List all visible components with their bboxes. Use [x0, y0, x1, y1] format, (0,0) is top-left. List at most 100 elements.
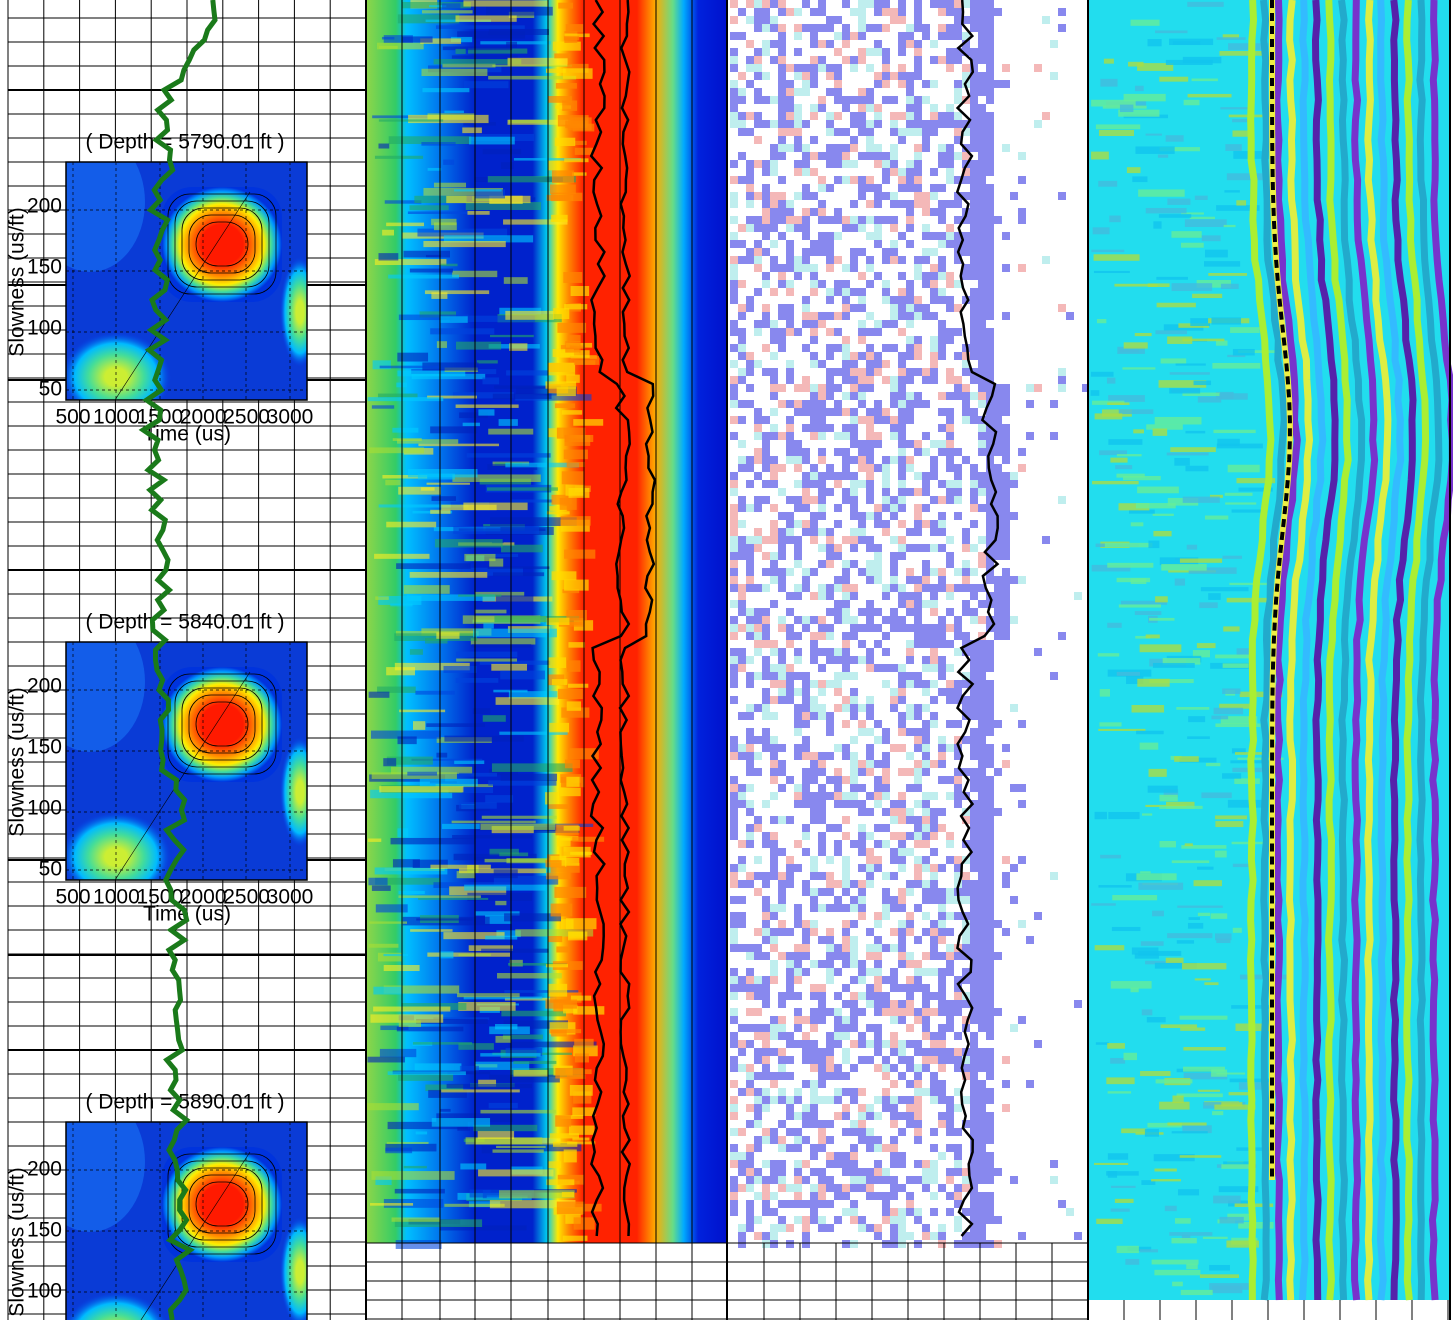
- image-texture: [1100, 854, 1122, 859]
- image-cell: [738, 152, 746, 160]
- image-cell: [1018, 216, 1026, 224]
- image-cell: [810, 1096, 818, 1104]
- image-texture: [1116, 1245, 1139, 1254]
- image-cell: [810, 696, 818, 704]
- image-texture: [1118, 109, 1160, 117]
- image-texture: [497, 973, 562, 979]
- image-texture: [1217, 438, 1240, 447]
- image-cell: [810, 264, 818, 272]
- image-cell: [858, 296, 866, 304]
- image-cell: [970, 192, 978, 200]
- image-cell: [786, 376, 794, 384]
- image-texture: [462, 422, 480, 427]
- image-cell: [906, 24, 914, 32]
- image-cell: [746, 168, 754, 176]
- image-cell: [858, 248, 866, 256]
- image-cell: [786, 592, 794, 600]
- image-cell: [778, 192, 786, 200]
- image-cell: [906, 648, 914, 656]
- image-cell: [866, 256, 874, 264]
- image-cell: [970, 72, 978, 80]
- image-cell: [834, 16, 842, 24]
- image-cell: [786, 624, 794, 632]
- image-cell: [986, 944, 994, 952]
- image-cell: [786, 312, 794, 320]
- image-cell: [914, 200, 922, 208]
- image-cell: [978, 480, 986, 488]
- image-cell: [754, 672, 762, 680]
- image-texture: [1185, 430, 1206, 434]
- image-texture: [1230, 327, 1260, 333]
- image-cell: [954, 1152, 962, 1160]
- image-cell: [906, 656, 914, 664]
- image-cell: [826, 880, 834, 888]
- image-cell: [922, 808, 930, 816]
- image-cell: [930, 632, 938, 640]
- image-cell: [938, 920, 946, 928]
- image-cell: [778, 272, 786, 280]
- image-cell: [794, 256, 802, 264]
- image-cell: [794, 104, 802, 112]
- image-texture: [1171, 231, 1202, 238]
- image-cell: [754, 240, 762, 248]
- image-cell: [922, 568, 930, 576]
- image-cell: [738, 1024, 746, 1032]
- image-cell: [778, 264, 786, 272]
- image-texture: [548, 96, 572, 103]
- image-cell: [914, 1136, 922, 1144]
- image-cell: [962, 1016, 970, 1024]
- image-cell: [882, 840, 890, 848]
- image-cell: [874, 608, 882, 616]
- image-cell: [970, 808, 978, 816]
- image-cell: [818, 712, 826, 720]
- image-cell: [914, 336, 922, 344]
- image-cell: [770, 1048, 778, 1056]
- image-texture: [374, 155, 424, 159]
- image-cell: [898, 1216, 906, 1224]
- image-cell: [906, 80, 914, 88]
- image-cell: [986, 1048, 994, 1056]
- image-cell: [730, 944, 738, 952]
- image-cell: [778, 768, 786, 776]
- image-cell: [922, 736, 930, 744]
- image-texture: [1094, 811, 1107, 820]
- image-cell: [874, 0, 882, 8]
- image-cell: [906, 320, 914, 328]
- image-cell: [962, 584, 970, 592]
- image-texture: [1238, 487, 1273, 492]
- image-cell: [922, 752, 930, 760]
- image-cell: [978, 360, 986, 368]
- image-cell: [762, 904, 770, 912]
- image-cell: [770, 1024, 778, 1032]
- image-cell: [978, 824, 986, 832]
- image-cell: [810, 632, 818, 640]
- image-cell: [842, 488, 850, 496]
- image-cell: [938, 992, 946, 1000]
- image-cell: [842, 312, 850, 320]
- image-cell: [914, 864, 922, 872]
- image-cell: [954, 696, 962, 704]
- image-cell: [930, 816, 938, 824]
- image-cell: [898, 64, 906, 72]
- image-cell: [1002, 488, 1010, 496]
- image-cell: [914, 120, 922, 128]
- image-cell: [874, 504, 882, 512]
- image-cell: [762, 1064, 770, 1072]
- image-cell: [1010, 1024, 1018, 1032]
- image-texture: [1139, 644, 1182, 653]
- image-texture: [570, 851, 593, 855]
- image-cell: [746, 944, 754, 952]
- image-cell: [810, 1216, 818, 1224]
- image-cell: [938, 1064, 946, 1072]
- image-texture: [386, 756, 433, 765]
- image-cell: [802, 824, 810, 832]
- image-texture: [568, 642, 585, 648]
- image-cell: [730, 56, 738, 64]
- image-cell: [826, 1008, 834, 1016]
- image-cell: [906, 400, 914, 408]
- image-cell: [970, 1208, 978, 1216]
- image-cell: [730, 384, 738, 392]
- image-cell: [978, 952, 986, 960]
- image-cell: [882, 1040, 890, 1048]
- image-cell: [890, 160, 898, 168]
